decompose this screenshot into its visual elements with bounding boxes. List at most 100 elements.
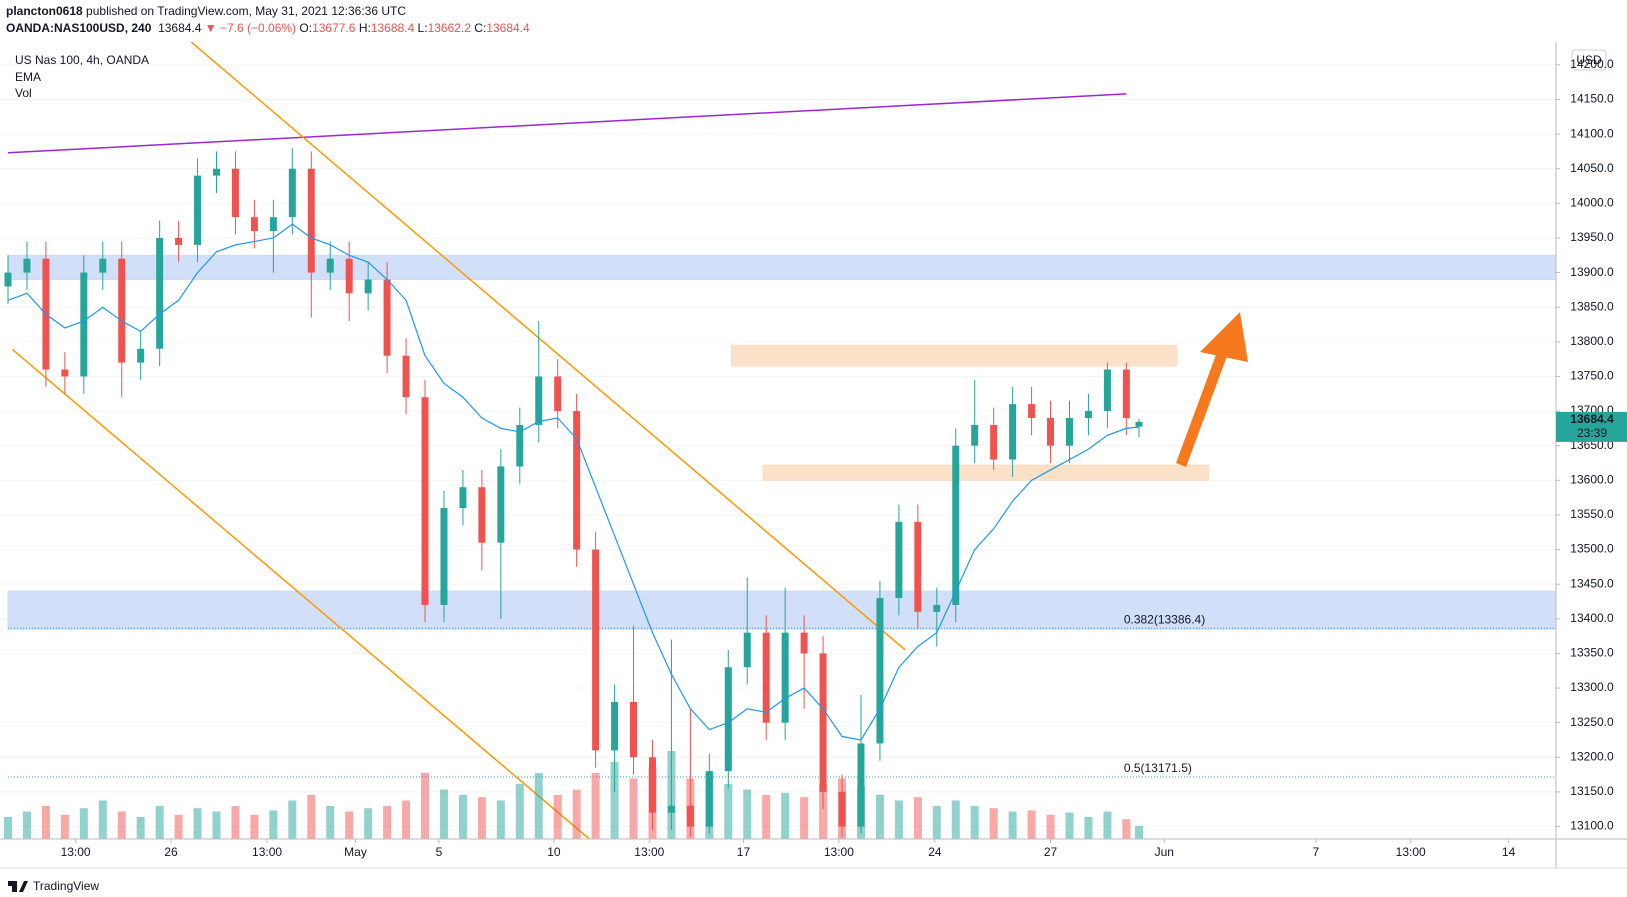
volume-bar [819, 784, 828, 839]
candle-body [895, 521, 903, 599]
candle-body [440, 508, 448, 605]
candle-body [118, 258, 126, 363]
candle-body [592, 549, 600, 751]
volume-bar [250, 814, 259, 839]
candle-body [762, 632, 770, 723]
volume-bar [762, 795, 771, 839]
candle-body [857, 743, 865, 827]
x-tick-label: 13:00 [634, 845, 664, 859]
y-tick-label: 13600.0 [1570, 472, 1614, 486]
volume-bar [496, 800, 505, 839]
y-tick-label: 13550.0 [1570, 507, 1614, 521]
fib-label: 0.382(13386.4) [1124, 612, 1205, 626]
volume-bar [1084, 817, 1093, 839]
x-tick-label: 7 [1313, 845, 1320, 859]
volume-bar [1065, 812, 1074, 839]
volume-bar [781, 792, 790, 839]
y-tick-label: 13150.0 [1570, 784, 1614, 798]
candle-body [667, 805, 675, 813]
price-tag-countdown: 23:39 [1577, 426, 1607, 440]
y-tick-label: 14000.0 [1570, 196, 1614, 210]
volume-bar [345, 811, 354, 839]
candle-body [459, 487, 467, 509]
currency[interactable]: USD [1576, 53, 1602, 67]
volume-bar [913, 797, 922, 839]
volume-bar [724, 784, 733, 839]
candle-body [573, 411, 581, 550]
volume-bar [894, 800, 903, 839]
publish-info: published on TradingView.com, May 31, 20… [86, 4, 407, 18]
arrow-shaft [1176, 344, 1230, 467]
volume-bar [231, 806, 240, 839]
ohlc-key: H: [358, 21, 371, 35]
candle-body [402, 355, 410, 398]
currency-button[interactable] [1571, 49, 1607, 71]
y-tick-label: 14050.0 [1570, 161, 1614, 175]
last-price: 13684.4 [158, 21, 202, 35]
symbol: OANDA:NAS100USD, 240 [6, 21, 152, 35]
y-tick-label: 13450.0 [1570, 576, 1614, 590]
ema-line [7, 223, 1140, 741]
candle-body [724, 667, 732, 772]
y-tick-label: 13250.0 [1570, 715, 1614, 729]
candle-body [648, 757, 656, 813]
price-tag [1556, 411, 1627, 442]
trendline [7, 93, 1127, 154]
candle-body [1135, 421, 1143, 427]
footer-logo [8, 881, 28, 892]
volume-bar [743, 789, 752, 839]
plot-area: 0.382(13386.4) 0.5(13171.5) [0, 42, 1556, 839]
volume-bar [326, 806, 335, 839]
volume-bar [477, 797, 486, 839]
ohlc-value: 13688.4 [370, 21, 415, 35]
candle-body [421, 397, 429, 605]
candle-body [535, 376, 543, 425]
volume-bar [193, 808, 202, 839]
ohlc-key: C: [474, 21, 487, 35]
candle-body [497, 466, 505, 543]
volume-bar [800, 797, 809, 839]
candle-body [743, 632, 751, 668]
y-tick-label: 13350.0 [1570, 646, 1614, 660]
candle-body [971, 424, 979, 446]
x-tick-label: 5 [436, 845, 443, 859]
volume-bar [1027, 810, 1036, 839]
y-tick-label: 14150.0 [1570, 92, 1614, 106]
candle-body [478, 487, 486, 543]
x-tick-label: 27 [1044, 845, 1058, 859]
legend-entry: EMA [15, 69, 42, 84]
legend: US Nas 100, 4h, OANDA EMA Vol [15, 52, 149, 102]
candle-body [914, 521, 922, 612]
price-tag-value: 13684.4 [1570, 412, 1614, 426]
candle-body [99, 258, 107, 273]
candle-body [800, 632, 808, 654]
x-tick-label: 26 [164, 845, 178, 859]
volume-bar [155, 806, 164, 839]
candle-body [307, 168, 315, 273]
volume-bar [610, 762, 619, 839]
volume-bar [1008, 811, 1017, 839]
x-tick-label: 10 [547, 845, 561, 859]
fib-label: 0.5(13171.5) [1124, 761, 1192, 775]
candle-body [611, 701, 619, 751]
zone [7, 590, 1556, 630]
x-tick-label: Jun [1155, 845, 1174, 859]
volume-bar [79, 808, 88, 839]
candle-body [1084, 411, 1092, 418]
candle-body [1047, 417, 1055, 446]
ohlc-key: O: [299, 21, 313, 35]
candle-body [933, 604, 941, 612]
volume-bar [174, 814, 183, 839]
legend-entry: Vol [15, 86, 32, 100]
volume-bar [1103, 811, 1112, 839]
symbol-line: OANDA:NAS100USD, 240 13684.4 ▼ −7.6 (−0.… [6, 21, 530, 35]
candle-body [364, 279, 372, 294]
ohlc-value: 13684.4 [486, 21, 530, 35]
candle-body [952, 445, 960, 605]
y-tick-label: 13500.0 [1570, 542, 1614, 556]
volume-bar [364, 808, 373, 839]
candle-body [990, 424, 998, 460]
candle-body [288, 168, 296, 218]
candle-body [630, 701, 638, 758]
